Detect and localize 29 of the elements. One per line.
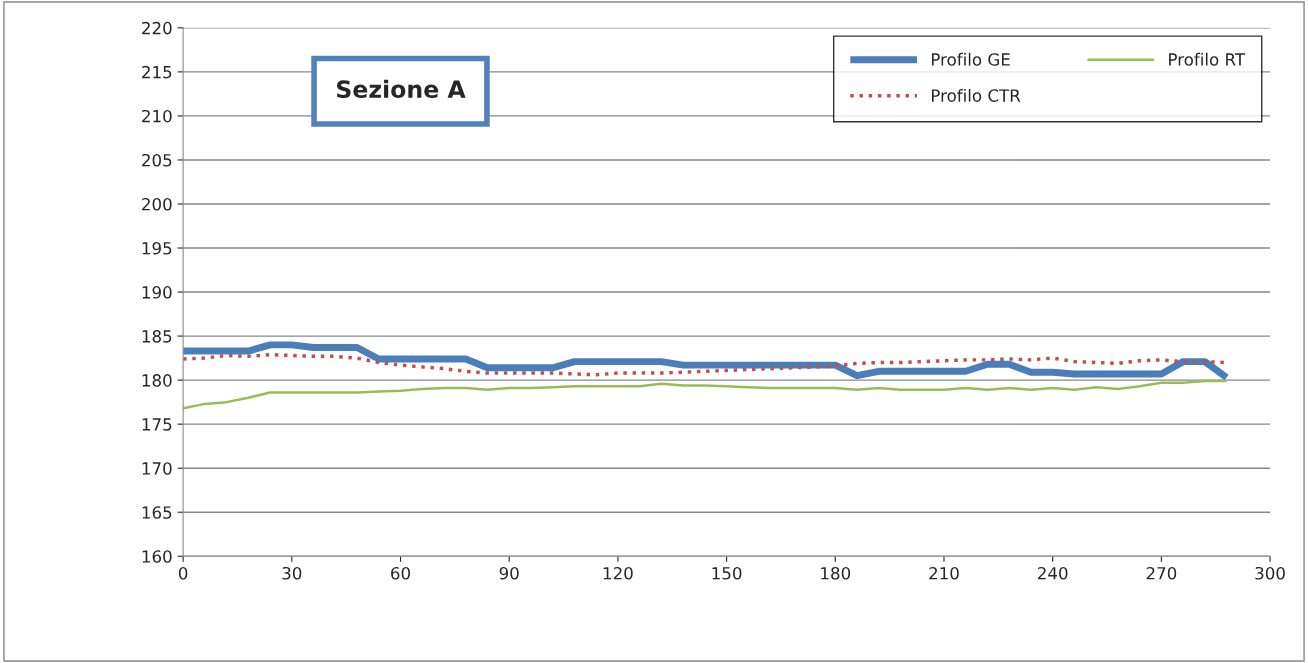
y-tick-label: 200 [142, 197, 172, 211]
y-tick-label: 180 [142, 374, 172, 387]
x-tick-label: 120 [603, 566, 633, 580]
y-tick-label: 175 [142, 418, 172, 431]
x-tick-label: 150 [712, 566, 742, 580]
y-tick-label: 160 [142, 550, 172, 563]
y-tick-label: 210 [142, 109, 172, 123]
x-tick-label: 60 [391, 566, 411, 580]
legend-label: Profilo CTR [931, 88, 1021, 102]
y-tick-label: 195 [142, 241, 172, 255]
y-tick-label: 215 [142, 65, 172, 79]
x-tick-label: 300 [1255, 566, 1285, 580]
x-tick-label: 90 [499, 566, 519, 580]
legend-label: Profilo RT [1169, 52, 1246, 66]
x-tick-label: 270 [1146, 566, 1177, 580]
legend-label: Profilo GE [931, 52, 1010, 66]
y-tick-label: 205 [142, 153, 172, 167]
y-tick-label: 165 [142, 506, 172, 519]
y-tick-label: 220 [142, 21, 172, 35]
line-series [183, 379, 1228, 410]
annotation: Sezione A [337, 79, 466, 99]
x-tick-label: 240 [1037, 566, 1068, 580]
y-tick-label: 170 [142, 462, 172, 475]
x-tick-label: 210 [929, 566, 959, 580]
x-tick-label: 180 [821, 566, 851, 580]
y-tick-label: 185 [142, 330, 172, 343]
y-tick-label: 190 [142, 286, 172, 299]
x-tick-label: 0 [178, 566, 188, 580]
x-tick-label: 30 [282, 566, 302, 580]
